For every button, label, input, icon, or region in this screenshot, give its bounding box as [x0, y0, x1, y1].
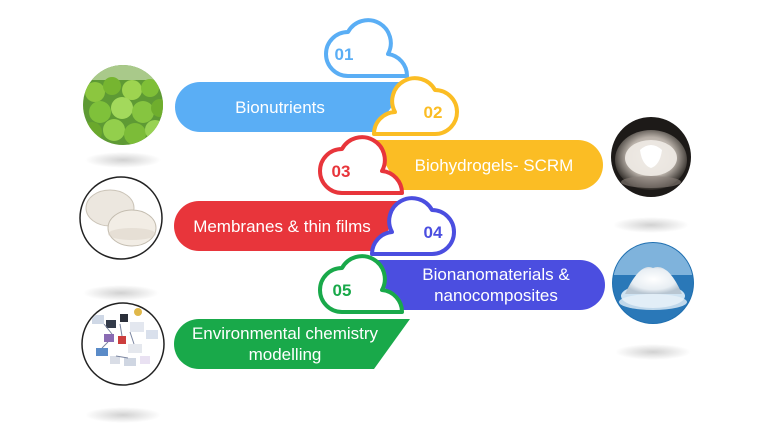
- item-01-number: 01: [335, 45, 354, 64]
- item-02-bubble: [371, 76, 459, 136]
- shadow: [85, 407, 161, 423]
- item-01-banner: [175, 82, 409, 132]
- item-04-banner: [366, 260, 605, 310]
- chemistry-model-figure: [81, 302, 165, 386]
- item-05-banner: [174, 319, 410, 369]
- item-05-bubble: [318, 254, 405, 314]
- item-02-label: Biohydrogels- SCRM: [414, 155, 574, 175]
- shadow: [615, 344, 691, 360]
- item-05-number: 05: [333, 281, 352, 300]
- shadow: [613, 217, 689, 233]
- shadow: [85, 152, 161, 168]
- item-01-bubble: [324, 18, 410, 78]
- lettuce-plants-photo: [82, 64, 164, 146]
- membrane-discs-photo: [79, 176, 163, 260]
- item-03-banner: [174, 201, 408, 251]
- item-04-bubble: [369, 196, 456, 256]
- item-02-number: 02: [424, 103, 443, 122]
- white-powder-dish-photo: [612, 242, 694, 324]
- item-05-label: Environmental chemistry modelling: [191, 324, 379, 364]
- item-02-banner: [372, 140, 603, 190]
- item-01-label: Bionutrients: [235, 97, 325, 117]
- item-03-label: Membranes & thin films: [193, 216, 371, 236]
- shadow: [83, 285, 159, 301]
- hydrogel-dish-photo: [610, 116, 692, 198]
- item-03-bubble: [318, 135, 405, 195]
- item-04-number: 04: [424, 223, 443, 242]
- item-04-label: Bionanomaterials & nanocomposites: [422, 265, 570, 305]
- item-03-number: 03: [332, 162, 351, 181]
